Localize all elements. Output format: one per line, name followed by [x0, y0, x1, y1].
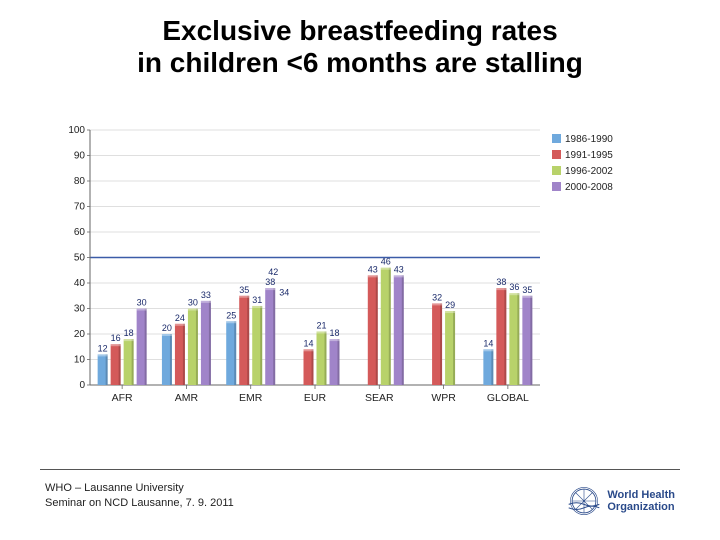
svg-text:34: 34 — [279, 287, 289, 297]
svg-text:21: 21 — [316, 320, 326, 330]
svg-text:14: 14 — [303, 338, 313, 348]
legend-swatch — [552, 134, 561, 143]
svg-text:70: 70 — [74, 202, 86, 213]
footer-text: WHO – Lausanne University Seminar on NCD… — [45, 481, 234, 510]
svg-text:46: 46 — [381, 257, 391, 267]
who-emblem-icon — [567, 484, 601, 518]
svg-text:25: 25 — [226, 310, 236, 320]
svg-text:100: 100 — [68, 125, 85, 136]
svg-text:14: 14 — [483, 338, 493, 348]
svg-text:20: 20 — [162, 323, 172, 333]
footer-line-1: WHO – Lausanne University — [45, 482, 184, 494]
svg-text:90: 90 — [74, 151, 86, 162]
svg-text:30: 30 — [74, 304, 86, 315]
svg-text:16: 16 — [111, 333, 121, 343]
svg-text:36: 36 — [509, 282, 519, 292]
svg-text:12: 12 — [98, 343, 108, 353]
svg-text:20: 20 — [74, 329, 86, 340]
legend-label: 1986-1990 — [565, 134, 613, 145]
legend-label: 1996-2002 — [565, 166, 613, 177]
svg-text:24: 24 — [175, 313, 185, 323]
legend-label: 2000-2008 — [565, 182, 613, 193]
legend-swatch — [552, 150, 561, 159]
svg-text:GLOBAL: GLOBAL — [487, 392, 529, 404]
svg-text:35: 35 — [239, 285, 249, 295]
footer-divider — [40, 469, 680, 470]
title-line-2: in children <6 months are stalling — [137, 47, 583, 78]
who-logo-text: World Health Organization — [607, 489, 675, 513]
logo-line-2: Organization — [607, 501, 674, 513]
svg-text:30: 30 — [137, 298, 147, 308]
svg-text:18: 18 — [124, 328, 134, 338]
svg-text:40: 40 — [74, 278, 86, 289]
legend-swatch — [552, 182, 561, 191]
svg-text:35: 35 — [522, 285, 532, 295]
svg-text:38: 38 — [496, 277, 506, 287]
title-line-1: Exclusive breastfeeding rates — [162, 15, 557, 46]
svg-text:29: 29 — [445, 300, 455, 310]
footer-line-2: Seminar on NCD Lausanne, 7. 9. 2011 — [45, 497, 234, 509]
svg-text:SEAR: SEAR — [365, 392, 394, 404]
legend-label: 1991-1995 — [565, 150, 613, 161]
svg-text:AFR: AFR — [112, 392, 133, 404]
svg-text:EUR: EUR — [304, 392, 327, 404]
svg-text:18: 18 — [329, 328, 339, 338]
bar-chart: 0102030405060708090100AFR12161830AMR2024… — [55, 115, 655, 415]
svg-text:42: 42 — [268, 267, 278, 277]
chart-svg: 0102030405060708090100AFR12161830AMR2024… — [55, 115, 655, 415]
svg-text:43: 43 — [368, 264, 378, 274]
svg-text:EMR: EMR — [239, 392, 263, 404]
svg-text:AMR: AMR — [175, 392, 199, 404]
svg-text:33: 33 — [201, 290, 211, 300]
svg-text:80: 80 — [74, 176, 86, 187]
legend-swatch — [552, 166, 561, 175]
svg-text:32: 32 — [432, 292, 442, 302]
svg-text:0: 0 — [79, 380, 85, 391]
svg-text:30: 30 — [188, 298, 198, 308]
svg-text:10: 10 — [74, 355, 86, 366]
who-logo: World Health Organization — [567, 484, 675, 518]
svg-text:WPR: WPR — [431, 392, 456, 404]
svg-text:38: 38 — [265, 277, 275, 287]
logo-line-1: World Health — [607, 489, 675, 501]
slide-title: Exclusive breastfeeding rates in childre… — [0, 15, 720, 79]
svg-text:60: 60 — [74, 227, 86, 238]
svg-text:50: 50 — [74, 253, 86, 264]
svg-text:31: 31 — [252, 295, 262, 305]
slide: Exclusive breastfeeding rates in childre… — [0, 0, 720, 540]
svg-text:43: 43 — [394, 264, 404, 274]
